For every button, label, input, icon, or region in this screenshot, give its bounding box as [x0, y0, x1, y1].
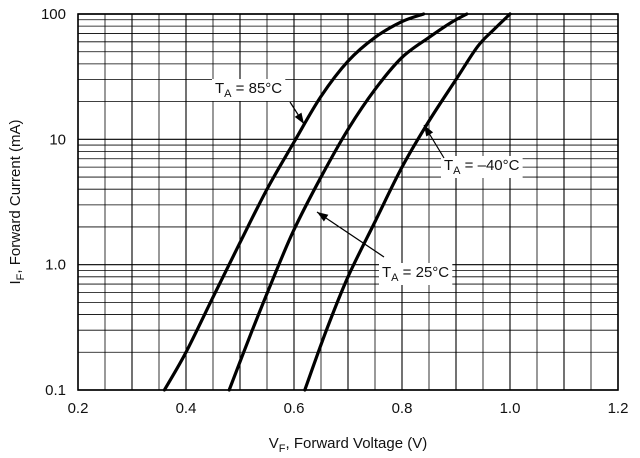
grid: [77, 13, 619, 391]
curve-25c: [227, 12, 469, 392]
x-axis-title-sub: F: [279, 443, 286, 455]
y-axis-title-sub: F: [15, 273, 27, 280]
annotation-minus40c-main: T: [444, 157, 453, 174]
x-axis-title-rest: , Forward Voltage (V): [286, 435, 428, 452]
annotation-85c-background: [212, 79, 286, 101]
annotation-85c-rest: = 85°C: [232, 80, 283, 97]
plot-frame: [77, 13, 619, 391]
y-axis-title-rest: , Forward Current (mA): [7, 119, 24, 273]
y-axis-title: IF, Forward Current (mA): [7, 119, 27, 284]
y-tick-label: 0.1: [45, 382, 66, 399]
x-tick-label: 0.4: [176, 400, 197, 417]
annotation-25c-arrowhead: [317, 212, 329, 222]
annotation-25c-sub: A: [391, 272, 399, 284]
annotation-25c-background: [379, 263, 453, 285]
series-annotations: TA = 85°C TA = 25°C TA = –40°C: [212, 79, 523, 285]
y-tick-label: 10: [49, 131, 66, 148]
curve-85c: [162, 12, 426, 392]
y-tick-labels: 0.1 1.0 10 100: [41, 6, 66, 399]
annotation-minus40c-arrowhead: [424, 125, 434, 137]
x-tick-label: 0.8: [392, 400, 413, 417]
x-tick-label: 1.2: [608, 400, 629, 417]
x-tick-label: 1.0: [500, 400, 521, 417]
y-axis-title-main: I: [7, 280, 24, 284]
annotation-25c: TA = 25°C: [316, 211, 453, 285]
annotation-85c-arrowhead: [294, 112, 304, 124]
annotation-minus40c-background: [441, 156, 523, 178]
annotation-minus40c: TA = –40°C: [423, 124, 523, 178]
x-axis-title: VF, Forward Voltage (V): [269, 435, 427, 455]
x-tick-labels: 0.2 0.4 0.6 0.8 1.0 1.2: [68, 400, 629, 417]
x-axis-title-main: V: [269, 435, 279, 452]
series-curves: [162, 12, 512, 392]
annotation-85c-sub: A: [224, 88, 232, 100]
grid-vertical-lines: [77, 14, 619, 390]
annotation-85c-label: TA = 85°C: [215, 80, 282, 100]
annotation-85c: TA = 85°C: [212, 79, 305, 125]
annotation-25c-leader: [316, 211, 385, 258]
annotation-minus40c-sub: A: [453, 165, 461, 177]
annotation-minus40c-label: TA = –40°C: [444, 157, 520, 177]
annotation-85c-main: T: [215, 80, 224, 97]
annotation-25c-label: TA = 25°C: [382, 264, 449, 284]
annotation-25c-rest: = 25°C: [399, 264, 450, 281]
x-tick-label: 0.2: [68, 400, 89, 417]
y-tick-label: 1.0: [45, 257, 66, 274]
y-tick-label: 100: [41, 6, 66, 23]
x-tick-label: 0.6: [284, 400, 305, 417]
annotation-25c-main: T: [382, 264, 391, 281]
annotation-minus40c-rest: = –40°C: [461, 157, 520, 174]
curve-minus40c: [303, 12, 512, 392]
